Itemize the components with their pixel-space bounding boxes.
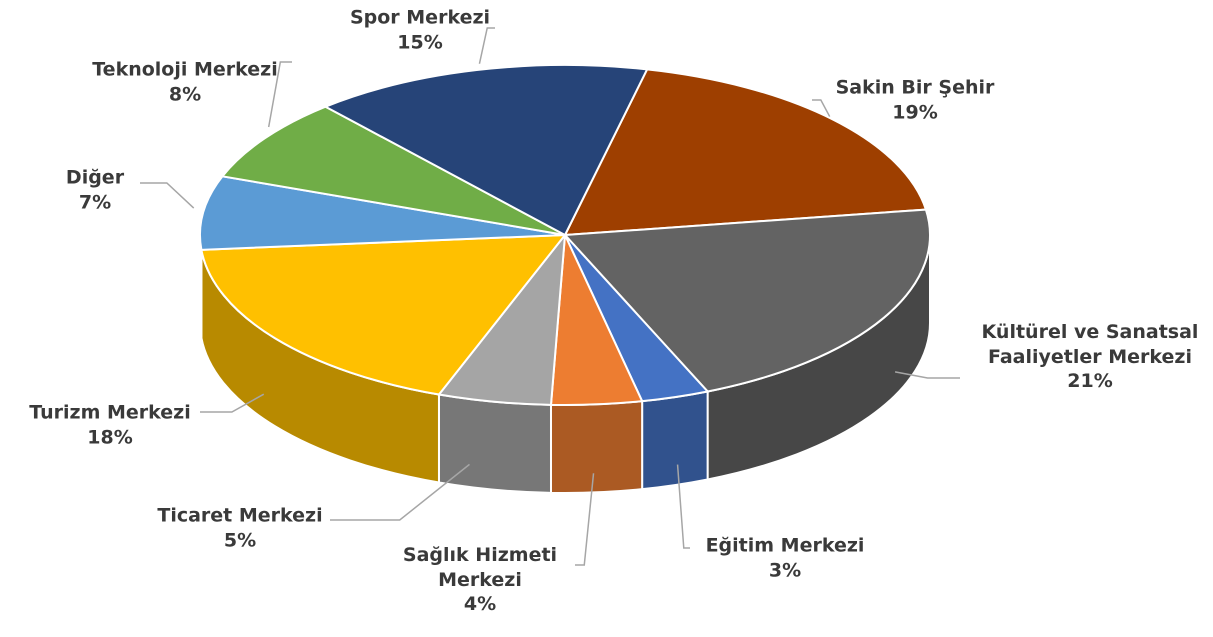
leader-line <box>200 393 265 413</box>
value-label: 18% <box>87 426 133 448</box>
category-label: Teknoloji Merkezi <box>92 58 278 81</box>
value-label: 19% <box>892 101 938 123</box>
slice <box>199 175 566 251</box>
slice <box>323 64 649 237</box>
slice <box>220 105 566 236</box>
slice <box>563 68 928 237</box>
leader-line <box>478 27 495 64</box>
data-label: Sağlık Hizmeti Merkezi 4% <box>395 543 565 617</box>
leader-line <box>267 61 292 128</box>
category-label: Sağlık Hizmeti Merkezi <box>402 543 558 591</box>
data-label: Diğer 7% <box>45 165 145 214</box>
category-label: Ticaret Merkezi <box>157 504 323 527</box>
category-label: Eğitim Merkezi <box>705 534 865 557</box>
category-label: Spor Merkezi <box>349 6 491 29</box>
category-label: Kültürel ve Sanatsal Faaliyetler Merkezi <box>981 320 1199 368</box>
slice-side <box>641 390 709 491</box>
value-label: 21% <box>1067 370 1113 393</box>
category-label: Diğer <box>65 166 125 189</box>
pie-tops <box>199 64 931 406</box>
value-label: 8% <box>168 83 202 105</box>
value-label: 7% <box>78 191 112 213</box>
data-label: Eğitim Merkezi 3% <box>675 533 895 582</box>
leader-line <box>812 99 831 117</box>
data-label: Ticaret Merkezi 5% <box>130 503 350 552</box>
data-label: Turizm Merkezi 18% <box>10 400 210 449</box>
value-label: 3% <box>768 559 802 581</box>
leader-line <box>140 182 195 209</box>
leader-line <box>575 473 595 566</box>
value-label: 4% <box>463 593 497 616</box>
value-label: 5% <box>223 529 257 551</box>
data-label: Sakin Bir Şehir 19% <box>815 75 1015 124</box>
value-label: 15% <box>397 31 443 53</box>
slice <box>562 208 931 393</box>
data-label: Kültürel ve Sanatsal Faaliyetler Merkezi… <box>960 320 1213 394</box>
category-label: Turizm Merkezi <box>29 401 191 424</box>
slice-side <box>437 393 552 494</box>
leader-line <box>676 464 690 549</box>
slice <box>200 233 568 396</box>
leader-line <box>330 463 470 521</box>
data-label: Spor Merkezi 15% <box>320 5 520 54</box>
slice-side <box>549 400 644 494</box>
category-label: Sakin Bir Şehir <box>835 76 995 99</box>
leader-line <box>894 371 960 379</box>
data-label: Teknoloji Merkezi 8% <box>65 57 305 106</box>
